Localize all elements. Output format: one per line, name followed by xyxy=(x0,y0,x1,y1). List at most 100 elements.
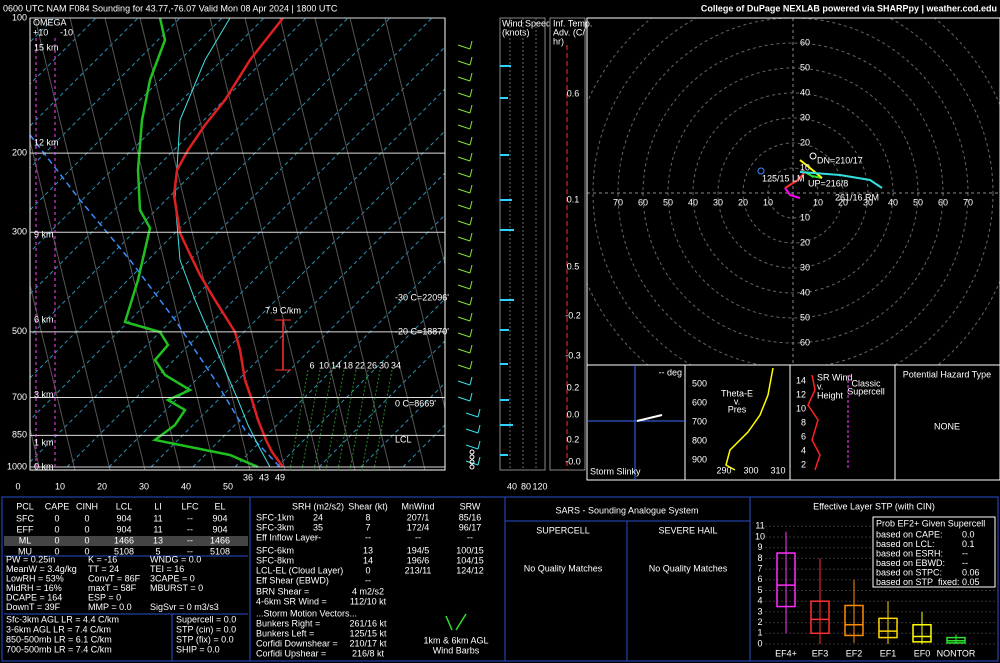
hodo-9-12km xyxy=(799,171,883,189)
label: EF3 xyxy=(812,648,829,658)
mixing-label: 22 xyxy=(355,360,365,370)
barb-flag xyxy=(469,40,473,50)
label: 125/15 kt xyxy=(349,628,387,638)
label: based on STPC: xyxy=(876,567,942,577)
label: 600 xyxy=(692,397,707,407)
label: 1 xyxy=(757,628,762,638)
label: EF2 xyxy=(846,648,863,658)
label: SARS - Sounding Analogue System xyxy=(555,505,698,515)
label: 1km & 6km AGL xyxy=(423,635,488,645)
box xyxy=(844,604,864,637)
label: -- xyxy=(365,532,371,542)
isotherm xyxy=(276,298,445,468)
barb xyxy=(457,380,471,386)
barb-flag xyxy=(469,168,473,178)
isotherm xyxy=(30,18,433,421)
adv-value: -0.0 xyxy=(565,456,581,466)
label: MnWind xyxy=(401,501,434,511)
hodo-tick: 30 xyxy=(713,197,723,207)
level-label: -20 C=18870' xyxy=(395,326,449,336)
barb-flag xyxy=(469,120,473,130)
adv-value: 0.2 xyxy=(567,382,580,392)
label: -- xyxy=(365,575,371,585)
label: 0.1 xyxy=(962,539,975,549)
label: STP (fix) = 0.0 xyxy=(176,634,234,644)
barb xyxy=(457,284,471,290)
box xyxy=(810,600,830,635)
label: 261/16 kt xyxy=(349,618,387,628)
label: 96/17 xyxy=(459,522,482,532)
label: LI xyxy=(154,501,162,511)
frame xyxy=(549,17,586,471)
label: Shear (kt) xyxy=(348,501,388,511)
parcel-trace xyxy=(30,134,281,468)
speed-tick: 120 xyxy=(532,481,547,491)
label: 5108 xyxy=(210,546,230,556)
barb-flag xyxy=(469,296,473,306)
height-label: 12 km xyxy=(34,137,59,147)
label: -10 xyxy=(60,27,73,37)
label: SHIP = 0.0 xyxy=(176,644,220,654)
dry-adiabat xyxy=(34,18,146,470)
hodo-ring xyxy=(717,117,869,269)
wetbulb xyxy=(174,18,271,468)
label: 0 xyxy=(84,513,89,523)
label: CINH xyxy=(76,501,98,511)
label: K = -16 xyxy=(88,554,117,564)
label: v. xyxy=(817,381,823,391)
barb xyxy=(465,444,479,450)
label: EF4+ xyxy=(775,648,797,658)
label: 300 xyxy=(743,465,758,475)
barb xyxy=(465,412,479,418)
label: 4 xyxy=(757,596,762,606)
barb-flag xyxy=(469,392,473,402)
height-label: 15 km xyxy=(34,42,59,52)
temp-label: 50 xyxy=(223,481,233,491)
barb-flag xyxy=(469,232,473,242)
label: -- xyxy=(187,524,193,534)
label: based on STP_fixed: xyxy=(876,577,960,587)
label: -- xyxy=(962,548,968,558)
hodo-tick: 70 xyxy=(963,197,973,207)
label: Sfc-3km AGL LR = 4.4 C/km xyxy=(6,614,119,624)
hodo-ring xyxy=(592,18,994,365)
rule xyxy=(373,369,393,471)
speed-tick: 40 xyxy=(507,481,517,491)
frame xyxy=(749,496,999,662)
label: 8 xyxy=(757,553,762,563)
pressure-label: 300 xyxy=(12,227,27,237)
label: 0.06 xyxy=(962,567,980,577)
storm-motion xyxy=(757,167,765,175)
label: MU xyxy=(18,546,32,556)
barb-calm xyxy=(469,454,475,460)
adv-value: -0.2 xyxy=(565,310,581,320)
label: hr) xyxy=(553,36,564,46)
label: 2 xyxy=(801,459,806,469)
label: PW = 0.25in xyxy=(6,554,55,564)
label: SRH (m2/s2) xyxy=(292,501,344,511)
temp-label: 40 xyxy=(181,481,191,491)
dry-adiabat xyxy=(174,18,286,470)
barb xyxy=(457,316,471,322)
label: 35 xyxy=(313,522,323,532)
label: -- xyxy=(415,532,421,542)
barb-calm xyxy=(469,464,475,470)
barb-flag xyxy=(477,440,481,450)
hodo-tick: 20 xyxy=(838,197,848,207)
label: 196/6 xyxy=(407,555,430,565)
label: 0 xyxy=(365,565,370,575)
label: PCL xyxy=(16,501,34,511)
mixing-label: 10 xyxy=(319,360,329,370)
label: 213/11 xyxy=(405,565,432,575)
height-label: 3 km xyxy=(34,389,54,399)
rule xyxy=(325,369,345,471)
lapse-label: 7.9 C/km xyxy=(265,305,301,315)
temperature xyxy=(172,18,285,468)
label: -- xyxy=(187,535,193,545)
label: 104/15 xyxy=(456,555,484,565)
label: EF1 xyxy=(880,648,897,658)
barb-flag xyxy=(469,328,473,338)
label: 5 xyxy=(757,585,762,595)
barb xyxy=(457,396,471,402)
